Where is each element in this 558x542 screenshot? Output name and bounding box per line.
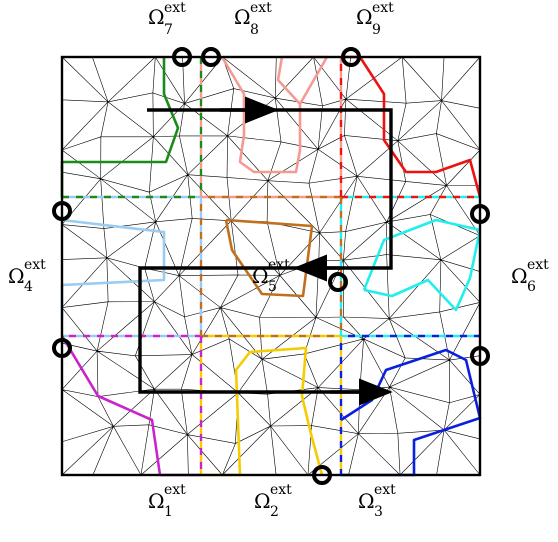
corner-marker-3 bbox=[341, 47, 361, 67]
svg-text:Ω: Ω bbox=[254, 489, 271, 513]
label-omega-1: Ω ext 1 bbox=[148, 482, 186, 520]
overlap-omega5 bbox=[224, 218, 314, 298]
svg-text:Ω: Ω bbox=[148, 489, 165, 513]
label-omega-2: Ω ext 2 bbox=[254, 482, 292, 520]
label-omega-5: Ω ext 5 bbox=[252, 257, 290, 295]
overlap-omega8 bbox=[220, 55, 329, 174]
svg-text:Ω: Ω bbox=[252, 264, 269, 288]
corner-marker-9 bbox=[312, 465, 332, 485]
overlap-omega3 bbox=[340, 348, 482, 477]
svg-text:ext: ext bbox=[268, 257, 290, 273]
svg-text:5: 5 bbox=[268, 279, 277, 295]
overlap-omega7 bbox=[60, 57, 180, 197]
svg-text:ext: ext bbox=[164, 0, 186, 16]
corner-marker-4 bbox=[52, 201, 72, 221]
svg-text:ext: ext bbox=[372, 0, 394, 16]
svg-text:6: 6 bbox=[527, 279, 536, 295]
svg-text:9: 9 bbox=[372, 22, 381, 38]
svg-text:8: 8 bbox=[250, 22, 259, 38]
overlap-omega1 bbox=[60, 335, 201, 477]
svg-text:Ω: Ω bbox=[358, 489, 375, 513]
traversal-line bbox=[138, 108, 393, 394]
label-omega-8: Ω ext 8 bbox=[234, 0, 272, 38]
svg-text:ext: ext bbox=[270, 482, 292, 498]
corner-marker-7 bbox=[52, 338, 72, 358]
corner-marker-1 bbox=[172, 47, 192, 67]
corner-marker-2 bbox=[201, 47, 221, 67]
svg-text:ext: ext bbox=[164, 482, 186, 498]
svg-text:ext: ext bbox=[527, 257, 549, 273]
domain-boundary bbox=[60, 55, 482, 477]
svg-text:1: 1 bbox=[164, 504, 173, 520]
svg-text:ext: ext bbox=[250, 0, 272, 16]
svg-text:Ω: Ω bbox=[148, 5, 165, 29]
overlap-omega4 bbox=[60, 218, 166, 320]
svg-text:Ω: Ω bbox=[356, 5, 373, 29]
svg-text:2: 2 bbox=[270, 504, 279, 520]
svg-text:ext: ext bbox=[24, 257, 46, 273]
svg-text:ext: ext bbox=[374, 482, 396, 498]
overlap-omega6 bbox=[362, 218, 482, 312]
corner-marker-6 bbox=[328, 272, 348, 292]
svg-text:7: 7 bbox=[164, 22, 173, 38]
corner-marker-8 bbox=[470, 346, 490, 366]
svg-text:Ω: Ω bbox=[234, 5, 251, 29]
label-omega-9: Ω ext 9 bbox=[356, 0, 394, 38]
corner-marker-5 bbox=[470, 204, 490, 224]
subdomain-dashed-interfaces bbox=[62, 57, 480, 475]
traversal-path bbox=[138, 96, 393, 406]
svg-text:3: 3 bbox=[374, 504, 383, 520]
corner-markers bbox=[52, 47, 490, 485]
svg-text:Ω: Ω bbox=[511, 264, 528, 288]
overlap-omega9 bbox=[341, 55, 482, 198]
overlap-omega2 bbox=[201, 346, 324, 477]
svg-text:4: 4 bbox=[24, 279, 33, 295]
svg-text:Ω: Ω bbox=[8, 264, 25, 288]
label-omega-7: Ω ext 7 bbox=[148, 0, 186, 38]
label-omega-4: Ω ext 4 bbox=[8, 257, 46, 295]
label-omega-3: Ω ext 3 bbox=[358, 482, 396, 520]
label-omega-6: Ω ext 6 bbox=[511, 257, 549, 295]
